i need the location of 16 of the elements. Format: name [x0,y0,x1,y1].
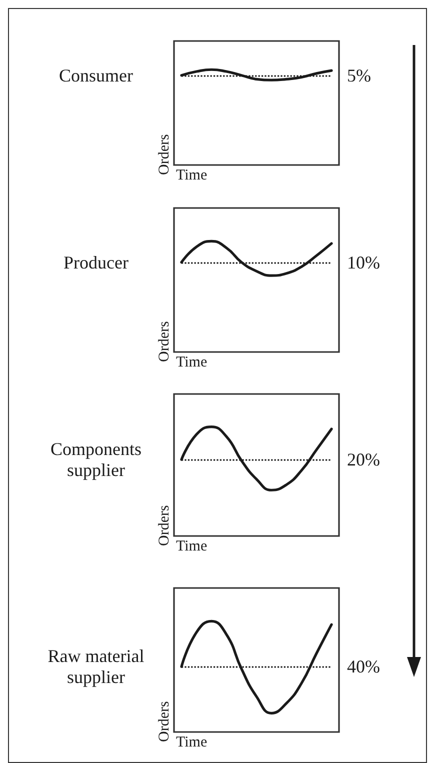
y-axis-title: Orders [156,321,172,362]
y-axis-title: Orders [156,505,172,546]
text: 40% [347,656,380,677]
text: Components supplier [50,439,142,480]
text: 10% [347,252,380,272]
x-axis-title: Time [176,734,208,750]
y-axis-title: Orders [156,701,172,742]
x-axis-title: Time [176,168,208,184]
y-axis-title: Orders [156,134,172,175]
text: Producer [64,252,128,272]
text: 20% [347,450,380,470]
x-axis-title: Time [176,538,208,554]
text: Raw material supplier [48,646,144,688]
x-axis-title: Time [176,354,208,370]
text: 5% [347,65,371,86]
chart-title: Consumer [59,65,133,86]
